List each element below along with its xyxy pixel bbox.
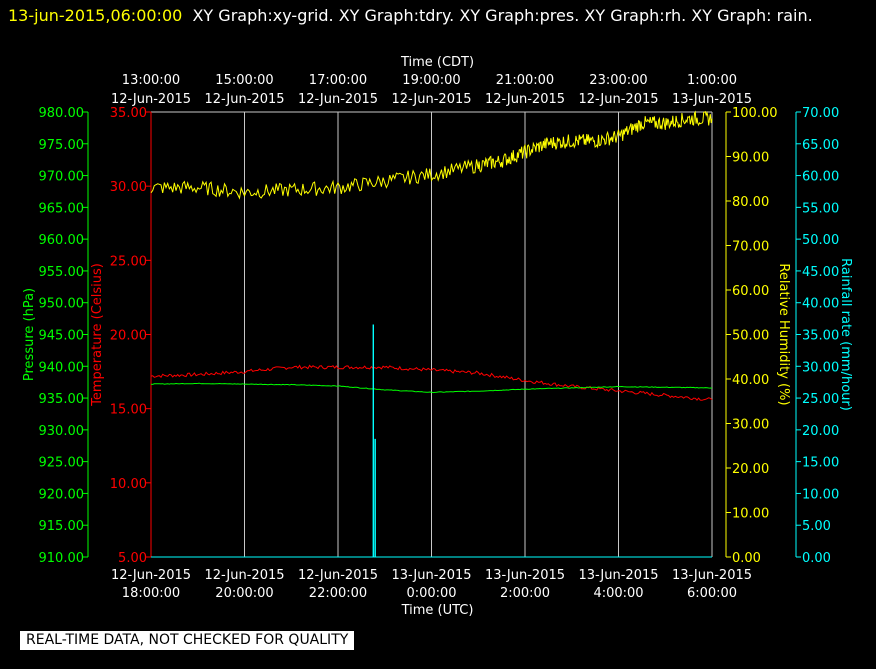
humidity-tick-label: 50.00 — [732, 329, 769, 344]
rain-tick-label: 5.00 — [802, 519, 831, 534]
pressure-tick-label: 980.00 — [39, 106, 85, 121]
rain-tick-label: 40.00 — [802, 297, 839, 312]
top-tick-time: 23:00:00 — [589, 73, 647, 88]
top-tick-date: 12-Jun-2015 — [111, 92, 191, 107]
pressure-tick-label: 965.00 — [39, 201, 85, 216]
quality-notice: REAL-TIME DATA, NOT CHECKED FOR QUALITY — [20, 631, 355, 650]
bottom-tick-date: 13-Jun-2015 — [578, 568, 658, 583]
bottom-tick-date: 13-Jun-2015 — [485, 568, 565, 583]
rain-tick-label: 20.00 — [802, 424, 839, 439]
chart-header: 13-jun-2015,06:00:00 XY Graph:xy-grid. X… — [8, 3, 868, 29]
temperature-tick-label: 25.00 — [110, 254, 147, 269]
top-tick-date: 12-Jun-2015 — [298, 92, 378, 107]
data-series — [150, 110, 713, 558]
humidity-tick-label: 20.00 — [732, 462, 769, 477]
pressure-tick-label: 920.00 — [39, 487, 85, 502]
series-rain — [151, 324, 712, 558]
pressure-tick-label: 915.00 — [39, 519, 85, 534]
top-tick-date: 12-Jun-2015 — [204, 92, 284, 107]
pressure-tick-label: 940.00 — [39, 360, 85, 375]
bottom-tick-date: 12-Jun-2015 — [298, 568, 378, 583]
bottom-tick-date: 12-Jun-2015 — [204, 568, 284, 583]
rain-tick-label: 70.00 — [802, 106, 839, 121]
humidity-tick-label: 10.00 — [732, 507, 769, 522]
rain-tick-label: 50.00 — [802, 233, 839, 248]
pressure-tick-label: 970.00 — [39, 170, 85, 185]
temperature-axis: 35.00 30.00 25.00 20.00 15.00 10.00 5.00 Temper… — [90, 106, 152, 566]
rain-axis: 70.00 65.00 60.00 55.00 50.00 45.00 40.00 35.00… — [795, 106, 853, 566]
rain-tick-label: 25.00 — [802, 392, 839, 407]
top-tick-time: 17:00:00 — [309, 73, 367, 88]
temperature-axis-title: Temperature (Celsius) — [90, 263, 105, 407]
top-time-axis: Time (CDT) 13:00:00 12-Jun-2015 15:00:00 12-… — [111, 55, 752, 107]
humidity-tick-label: 80.00 — [732, 195, 769, 210]
bottom-axis-title: Time (UTC) — [401, 603, 474, 618]
rain-tick-label: 45.00 — [802, 265, 839, 280]
temperature-tick-label: 30.00 — [110, 180, 147, 195]
bottom-tick-time: 18:00:00 — [122, 586, 180, 601]
rain-tick-label: 15.00 — [802, 456, 839, 471]
pressure-axis: 980.00 975.00 970.00 965.00 960.00 955.00 950.… — [22, 106, 89, 566]
bottom-tick-date: 13-Jun-2015 — [391, 568, 471, 583]
top-tick-date: 12-Jun-2015 — [391, 92, 471, 107]
bottom-tick-time: 22:00:00 — [309, 586, 367, 601]
top-tick-time: 19:00:00 — [402, 73, 460, 88]
top-tick-date: 12-Jun-2015 — [485, 92, 565, 107]
rain-tick-label: 65.00 — [802, 138, 839, 153]
top-tick-time: 1:00:00 — [687, 73, 737, 88]
bottom-tick-time: 2:00:00 — [500, 586, 550, 601]
temperature-tick-label: 20.00 — [110, 329, 147, 344]
bottom-tick-date: 12-Jun-2015 — [111, 568, 191, 583]
rain-tick-label: 60.00 — [802, 170, 839, 185]
rain-tick-label: 55.00 — [802, 201, 839, 216]
top-tick-date: 13-Jun-2015 — [672, 92, 752, 107]
top-tick-time: 13:00:00 — [122, 73, 180, 88]
pressure-tick-label: 950.00 — [39, 297, 85, 312]
rain-axis-title: Rainfall rate (mm/hour) — [838, 258, 853, 411]
header-timestamp: 13-jun-2015,06:00:00 — [8, 6, 183, 25]
pressure-tick-label: 930.00 — [39, 424, 85, 439]
temperature-tick-label: 15.00 — [110, 403, 147, 418]
pressure-tick-label: 935.00 — [39, 392, 85, 407]
top-axis-title: Time (CDT) — [400, 55, 474, 70]
bottom-time-axis: 12-Jun-2015 18:00:00 12-Jun-2015 20:00:00 12… — [111, 568, 752, 618]
humidity-axis-title: Relative Humidity (%) — [776, 263, 791, 405]
bottom-tick-time: 0:00:00 — [406, 586, 456, 601]
pressure-axis-title: Pressure (hPa) — [22, 288, 37, 381]
pressure-tick-label: 945.00 — [39, 329, 85, 344]
pressure-tick-label: 925.00 — [39, 456, 85, 471]
humidity-tick-label: 100.00 — [732, 106, 778, 121]
header-graph-list: XY Graph:xy-grid. XY Graph:tdry. XY Grap… — [192, 6, 813, 25]
bottom-tick-time: 20:00:00 — [215, 586, 273, 601]
rain-tick-label: 10.00 — [802, 487, 839, 502]
temperature-tick-label: 10.00 — [110, 477, 147, 492]
series-tdry — [150, 364, 713, 401]
rain-tick-label: 0.00 — [802, 551, 831, 566]
humidity-tick-label: 70.00 — [732, 240, 769, 255]
humidity-tick-label: 60.00 — [732, 284, 769, 299]
series-pres — [150, 382, 713, 394]
humidity-tick-label: 0.00 — [732, 551, 761, 566]
top-tick-time: 15:00:00 — [215, 73, 273, 88]
rain-tick-label: 35.00 — [802, 329, 839, 344]
top-tick-date: 12-Jun-2015 — [578, 92, 658, 107]
bottom-tick-time: 4:00:00 — [593, 586, 643, 601]
rain-tick-label: 30.00 — [802, 360, 839, 375]
humidity-axis: 100.00 90.00 80.00 70.00 60.00 50.00 40.00 30.0… — [725, 106, 791, 566]
series-rh — [150, 110, 713, 200]
bottom-tick-date: 13-Jun-2015 — [672, 568, 752, 583]
temperature-tick-label: 35.00 — [110, 106, 147, 121]
humidity-tick-label: 40.00 — [732, 373, 769, 388]
pressure-tick-label: 960.00 — [39, 233, 85, 248]
top-tick-time: 21:00:00 — [496, 73, 554, 88]
pressure-tick-label: 975.00 — [39, 138, 85, 153]
humidity-tick-label: 90.00 — [732, 151, 769, 166]
humidity-tick-label: 30.00 — [732, 418, 769, 433]
bottom-tick-time: 6:00:00 — [687, 586, 737, 601]
temperature-tick-label: 5.00 — [118, 551, 147, 566]
pressure-tick-label: 955.00 — [39, 265, 85, 280]
pressure-tick-label: 910.00 — [39, 551, 85, 566]
